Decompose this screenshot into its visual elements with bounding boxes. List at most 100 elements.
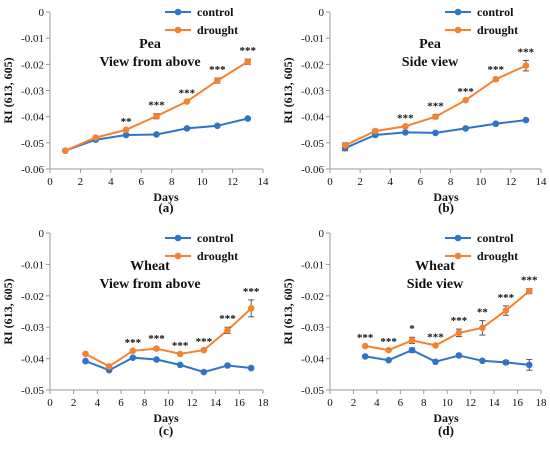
panel-1-y-tick-label: -0.04 (21, 112, 44, 124)
panel-2-y-tick-label: -0.04 (301, 112, 324, 124)
panel-2-x-tick-label: 14 (536, 176, 548, 188)
panel-1-x-tick-label: 2 (78, 176, 84, 188)
panel-1-point-drought (153, 112, 160, 120)
panel-3-legend-marker-drought (174, 252, 182, 260)
panel-1-legend-label-control: control (197, 5, 234, 19)
panel-4-series-control-line (365, 348, 530, 366)
panel-3-x-tick-label: 2 (71, 397, 77, 409)
panel-3-point-control (176, 361, 184, 369)
panel-2-point-drought (371, 127, 379, 135)
panel-1-significance-label: *** (179, 87, 196, 99)
panel-4-x-axis-label: Days (433, 411, 459, 425)
panel-1-point-control (153, 131, 160, 138)
panel-4-point-drought (408, 337, 416, 344)
panel-4-series-drought-line (365, 290, 530, 352)
panel-4-point-drought (432, 342, 439, 349)
panel-3-title-line-1: Wheat (130, 259, 170, 274)
panel-4-legend-marker-drought (454, 252, 462, 260)
panel-4-point-control (479, 357, 486, 365)
panel-4-y-tick-label: -0.01 (301, 259, 324, 271)
panel-1-y-tick-label: -0.06 (21, 164, 44, 176)
panel-2-caption: (b) (438, 200, 454, 215)
panel-2-point-drought (522, 62, 530, 69)
panel-4-legend-label-drought: drought (477, 249, 518, 263)
panel-1-significance-label: *** (240, 45, 257, 57)
panel-3-y-tick-label: -0.05 (21, 385, 44, 397)
panel-3-significance-label: *** (219, 313, 236, 325)
panel-2-significance-label: *** (397, 112, 414, 124)
panel-2-y-tick-label: -0.03 (301, 86, 324, 98)
panel-2-point-drought (432, 113, 439, 120)
panel-3-legend-label-control: control (197, 231, 234, 245)
panel-2-y-tick-label: -0.02 (301, 59, 324, 71)
panel-2-y-tick-label: -0.05 (301, 138, 324, 150)
panel-4-legend-label-control: control (477, 231, 514, 245)
panel-1-y-tick-label: -0.03 (21, 86, 44, 98)
panel-1-point-drought (122, 126, 130, 134)
panel-2-point-control (522, 116, 530, 124)
panel-2-x-tick-label: 12 (505, 176, 516, 188)
panel-1-significance-label: ** (121, 116, 133, 128)
panel-4-significance-label: *** (521, 275, 538, 287)
panel-1-point-control (122, 131, 130, 139)
panel-3-significance-label: *** (243, 286, 260, 298)
panel-4-y-tick-label: 0 (319, 228, 325, 240)
panel-4-x-tick-label: 2 (351, 397, 357, 409)
panel-2-x-tick-label: 0 (327, 176, 333, 188)
panel-3-point-drought (224, 327, 231, 334)
panel-1-legend-marker-control (174, 8, 182, 16)
panel-2-point-drought (492, 75, 500, 83)
panel-2-significance-label: *** (457, 86, 474, 98)
panel-3-x-tick-label: 14 (210, 397, 222, 409)
panel-4-point-drought (455, 329, 463, 337)
panel-3-series-drought-line (85, 307, 252, 368)
panel-3-y-tick-label: 0 (39, 228, 45, 240)
panel-4-legend-marker-control (454, 234, 462, 242)
panel-3-y-tick-label: -0.03 (21, 322, 44, 334)
panel-4-significance-label: *** (357, 332, 374, 344)
panel-1-x-tick-label: 10 (197, 176, 209, 188)
panel-1-x-tick-label: 4 (108, 176, 114, 188)
panel-3-y-tick-label: -0.04 (21, 354, 44, 366)
panel-3-point-drought (247, 305, 255, 312)
panel-4-point-control (525, 361, 533, 369)
panel-2-legend-marker-control (454, 8, 462, 16)
panel-3-point-control (200, 368, 208, 376)
panel-3-significance-label: *** (196, 336, 213, 348)
panel-4-y-tick-label: -0.05 (301, 385, 324, 397)
panel-2-x-tick-label: 2 (357, 176, 363, 188)
panel-1-significance-label: *** (209, 64, 226, 76)
panel-4-caption: (d) (438, 423, 454, 438)
panel-4-significance-label: *** (451, 315, 468, 327)
panel-1-x-tick-label: 0 (47, 176, 53, 188)
panel-1-point-drought (244, 58, 252, 66)
panel-3-x-tick-label: 16 (234, 397, 246, 409)
panel-3-x-tick-label: 10 (163, 397, 175, 409)
panel-2-point-control (432, 129, 439, 137)
panel-4-significance-label: * (409, 323, 415, 335)
panel-3-series-control-line (85, 356, 252, 374)
panel-2-x-tick-label: 8 (448, 176, 454, 188)
panel-4-x-tick-label: 12 (465, 397, 476, 409)
panel-1-y-tick-label: -0.05 (21, 138, 44, 150)
panel-4-x-tick-label: 8 (421, 397, 427, 409)
panel-1-point-drought (183, 98, 191, 105)
panel-4-x-tick-label: 4 (374, 397, 380, 409)
panel-3-significance-label: *** (125, 337, 142, 349)
panel-2-point-drought (341, 142, 349, 149)
panel-3-x-tick-label: 18 (258, 397, 270, 409)
panel-4-title-line-2: Side view (407, 277, 464, 292)
panel-2-y-tick-label: -0.06 (301, 164, 324, 176)
panel-4-y-axis-label: RI (613, 605) (281, 278, 295, 344)
panel-4-point-drought (525, 287, 533, 295)
panel-3-caption: (c) (159, 423, 173, 438)
panel-3-y-tick-label: -0.02 (21, 291, 44, 303)
panel-1-significance-label: *** (148, 100, 165, 112)
panel-2-point-control (402, 129, 409, 136)
panel-4-x-tick-label: 16 (512, 397, 524, 409)
panel-3-title-line-2: View from above (99, 277, 200, 292)
panel-3-point-control (247, 364, 255, 372)
panel-2-title-line-1: Pea (419, 37, 441, 52)
panel-4-x-tick-label: 0 (327, 397, 333, 409)
panel-3-point-drought (129, 347, 137, 355)
